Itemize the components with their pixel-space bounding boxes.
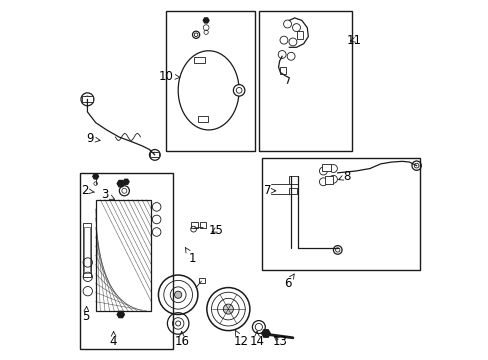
Text: 2: 2 [81,184,94,197]
Bar [322,163,331,171]
Text: 9: 9 [86,132,100,145]
Bar [82,96,93,102]
Polygon shape [203,18,208,23]
Bar [289,188,297,194]
Bar [296,31,303,39]
Bar [84,226,90,273]
Text: 14: 14 [249,332,264,348]
Text: 13: 13 [272,335,287,348]
Bar [194,57,204,63]
Polygon shape [117,311,124,318]
Text: 4: 4 [110,332,117,348]
Text: 8: 8 [338,170,350,183]
Bar [83,223,91,277]
Bar [190,222,198,228]
Text: 6: 6 [283,274,294,291]
Bar [150,152,159,157]
Circle shape [223,304,233,314]
Text: 12: 12 [233,330,248,348]
Polygon shape [93,174,99,179]
Text: 10: 10 [159,69,180,82]
Text: 3: 3 [101,188,114,201]
Bar [324,176,332,184]
Bar [199,278,204,283]
Bar [262,158,419,270]
Polygon shape [117,180,124,187]
Bar [258,12,351,151]
Bar [165,12,255,151]
Bar [198,116,208,122]
Text: 11: 11 [346,33,361,47]
Bar [288,176,297,184]
Circle shape [174,291,182,298]
Text: 1: 1 [185,247,196,265]
Bar [279,67,285,74]
Text: 5: 5 [82,306,89,323]
Bar [96,200,151,311]
Text: 16: 16 [174,332,189,348]
Bar [200,222,206,228]
Polygon shape [261,330,270,337]
Text: 15: 15 [208,224,223,237]
Polygon shape [123,179,129,184]
Bar [80,173,172,348]
Text: 7: 7 [264,184,275,197]
